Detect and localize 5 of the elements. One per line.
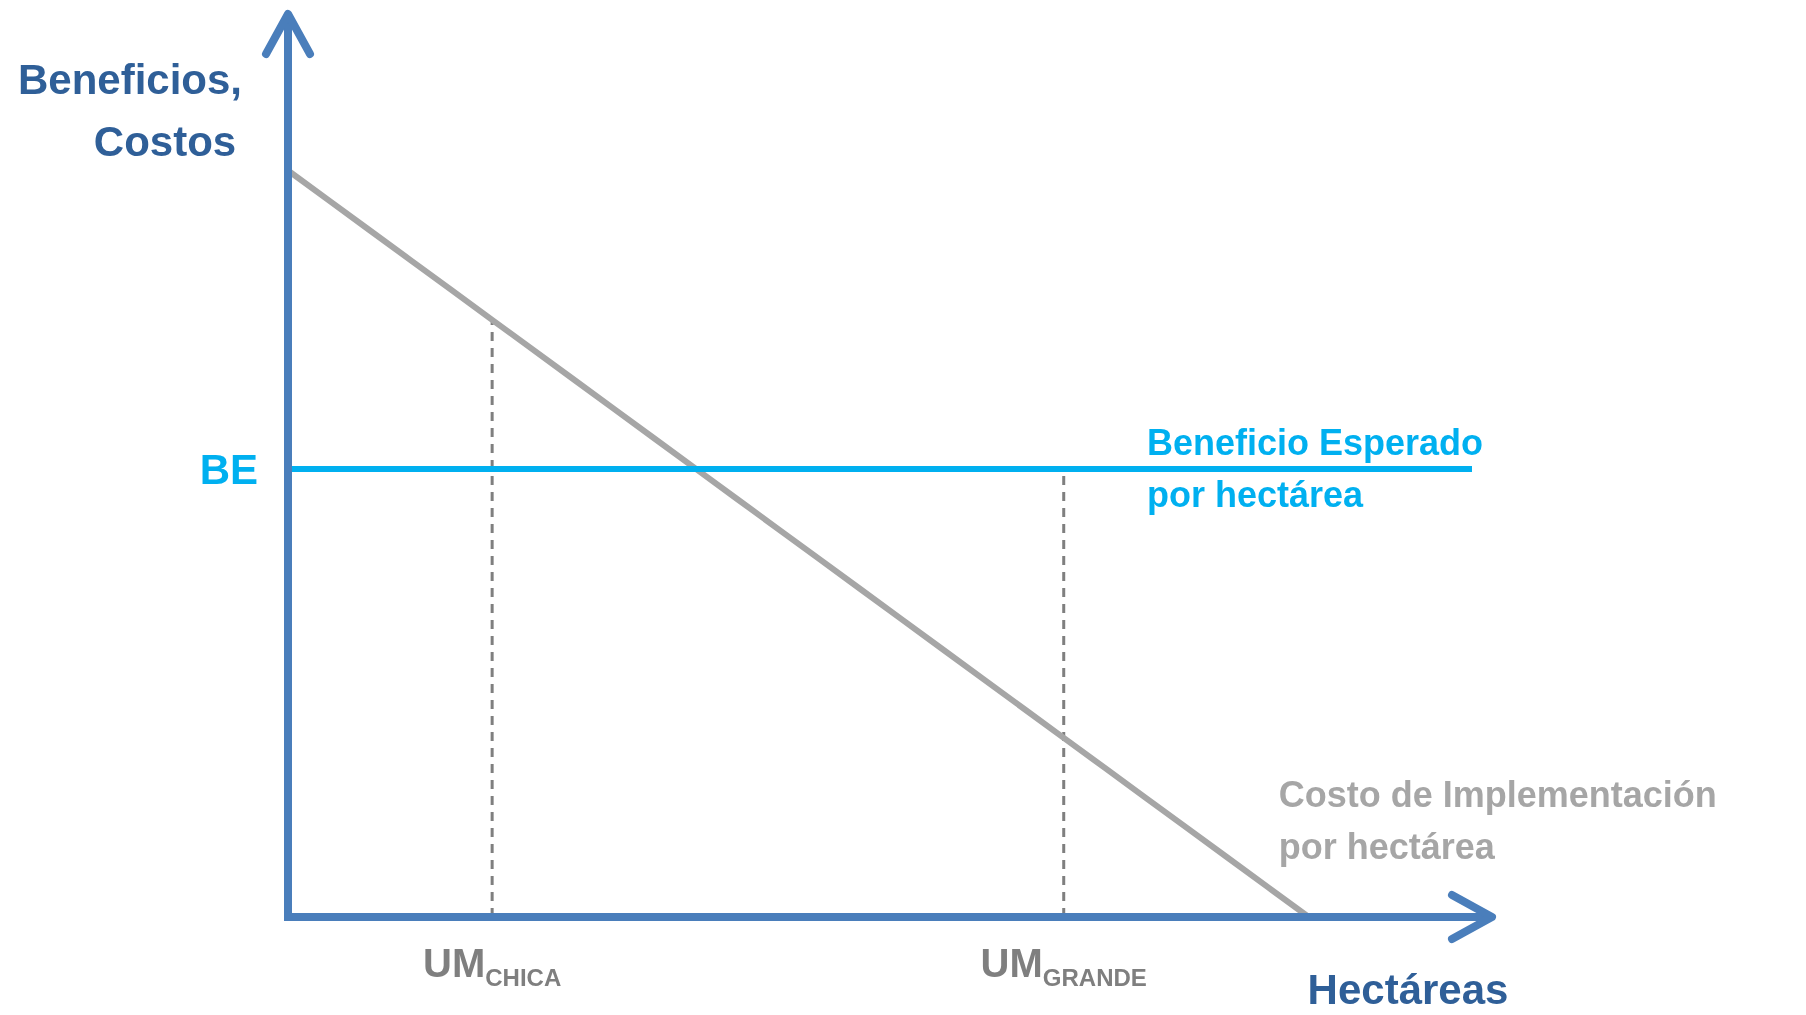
series-label: Costo de Implementación por hectárea	[1278, 774, 1717, 867]
x-axis-title: Hectáreas	[1307, 966, 1509, 1013]
y-axis-title: Beneficios, Costos	[17, 56, 243, 165]
text: BE	[199, 446, 259, 494]
series-label: Beneficio Esperado por hectárea	[1147, 422, 1484, 516]
